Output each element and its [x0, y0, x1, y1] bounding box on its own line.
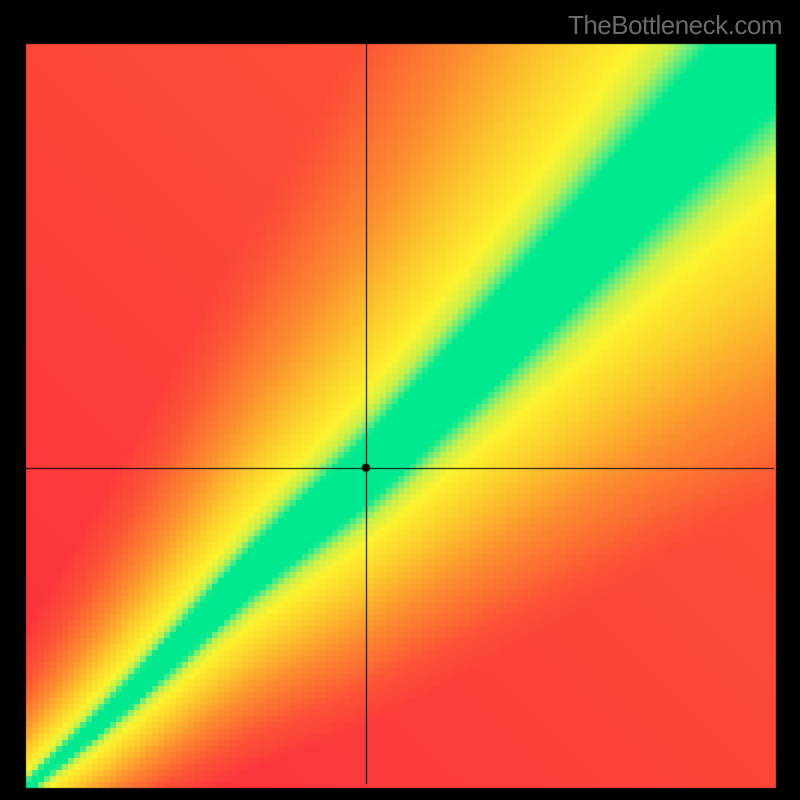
- chart-container: TheBottleneck.com: [0, 0, 800, 800]
- bottleneck-heatmap: [0, 0, 800, 800]
- watermark-text: TheBottleneck.com: [568, 10, 782, 41]
